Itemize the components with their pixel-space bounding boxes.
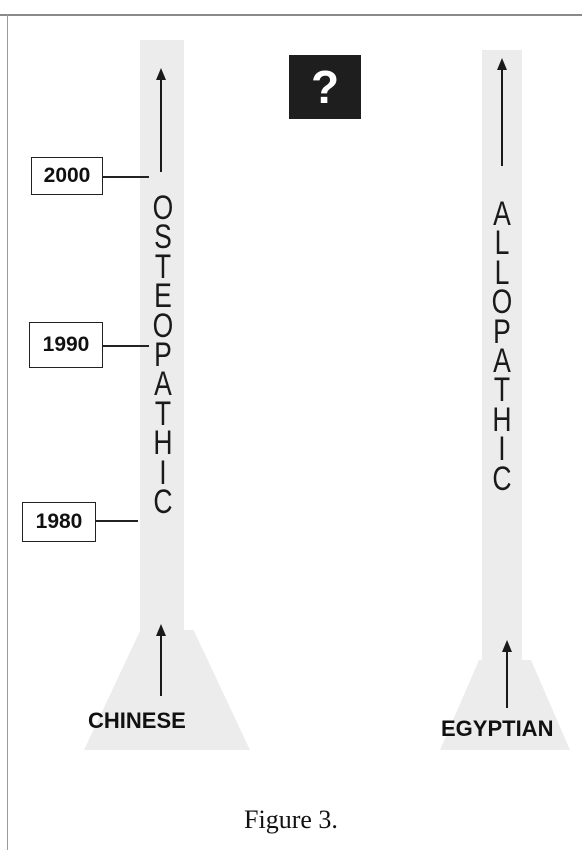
osteopathic-letter: T <box>154 394 172 433</box>
right-top-arrowhead <box>497 58 507 70</box>
left-top-arrowhead <box>156 68 166 80</box>
osteopathic-letter: T <box>154 247 172 286</box>
year-connector-2000 <box>103 176 149 178</box>
right-top-arrow <box>501 68 503 166</box>
osteopathic-letter: I <box>159 453 167 492</box>
allopathic-letter: H <box>492 400 512 439</box>
osteopathic-word: O S T E O P A T H I C <box>147 189 178 522</box>
allopathic-word: A L L O P A T H I C <box>486 195 517 498</box>
allopathic-letter: L <box>494 224 510 263</box>
year-connector-1980 <box>96 520 138 522</box>
left-bottom-arrow <box>160 634 162 696</box>
egyptian-label: EGYPTIAN <box>441 716 554 741</box>
allopathic-letter: P <box>493 312 511 351</box>
osteopathic-letter: H <box>153 424 173 463</box>
year-box-2000: 2000 <box>31 157 103 195</box>
left-bottom-arrowhead <box>156 624 166 636</box>
allopathic-letter: L <box>494 253 510 292</box>
osteopathic-letter: P <box>154 336 172 375</box>
allopathic-letter: I <box>498 430 506 469</box>
left-top-arrow <box>160 78 162 172</box>
osteopathic-letter: C <box>153 483 173 522</box>
allopathic-letter: O <box>491 283 513 322</box>
osteopathic-letter: S <box>154 218 172 257</box>
chinese-label: CHINESE <box>88 708 186 733</box>
question-mark-box: ? <box>289 55 361 119</box>
osteopathic-letter: O <box>152 189 174 227</box>
frame-left-border <box>7 14 8 850</box>
frame-top-border <box>0 14 582 16</box>
right-bottom-arrowhead <box>502 640 512 652</box>
allopathic-letter: A <box>493 195 511 233</box>
osteopathic-letter: A <box>154 365 172 404</box>
allopathic-letter: C <box>492 459 512 498</box>
allopathic-letter: A <box>493 342 511 381</box>
year-box-1980: 1980 <box>22 502 96 542</box>
figure-caption: Figure 3. <box>244 805 338 834</box>
allopathic-letter: T <box>493 371 511 410</box>
osteopathic-letter: O <box>152 306 174 345</box>
year-box-1990: 1990 <box>29 322 103 368</box>
right-bottom-arrow <box>506 650 508 708</box>
left-tower-shaft <box>140 40 184 640</box>
year-connector-1990 <box>103 345 149 347</box>
osteopathic-letter: E <box>154 277 172 316</box>
